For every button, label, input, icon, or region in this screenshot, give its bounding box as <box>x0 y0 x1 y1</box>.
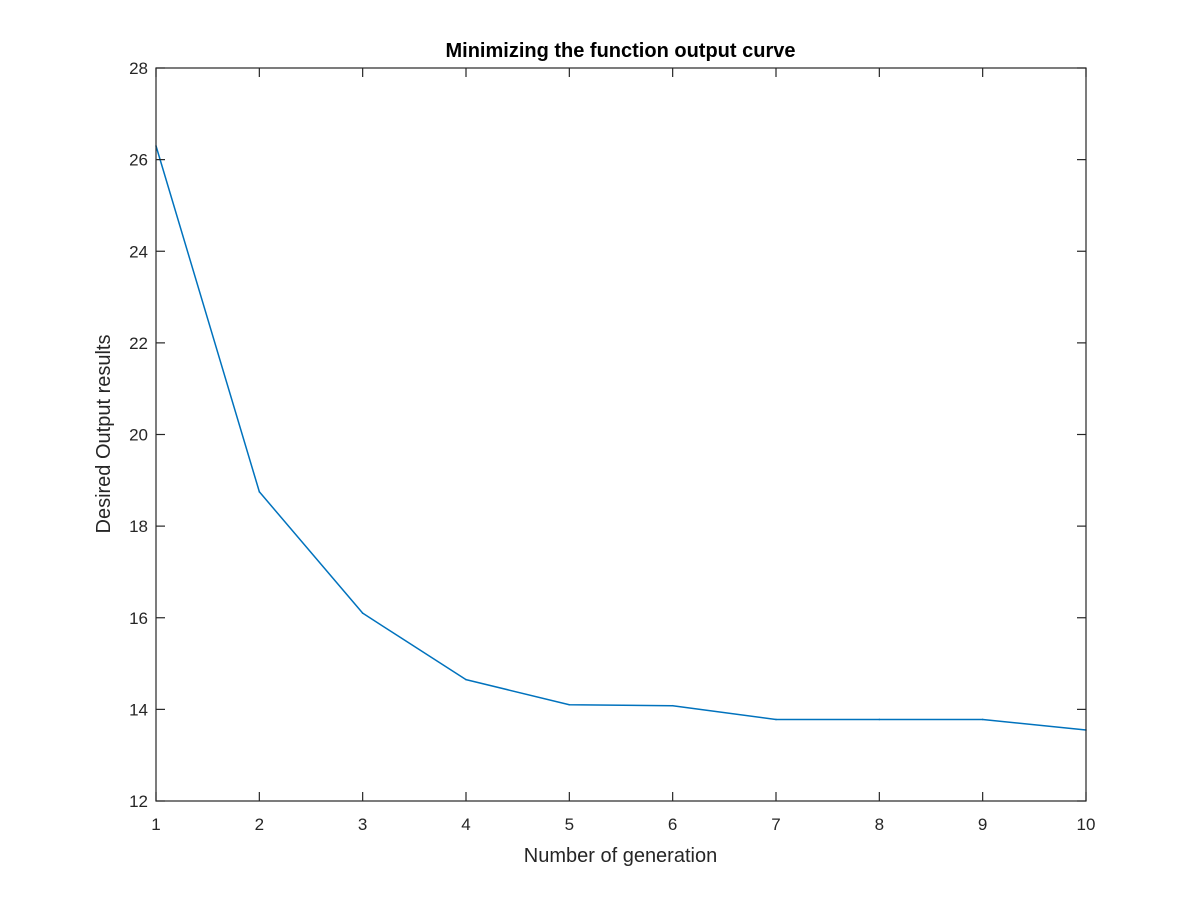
y-tick-label: 22 <box>129 334 148 353</box>
data-point <box>361 612 364 614</box>
plot-area <box>156 68 1086 801</box>
y-tick-label: 14 <box>129 700 148 719</box>
y-tick-label: 20 <box>129 426 148 445</box>
x-tick-label: 9 <box>978 815 987 834</box>
y-tick-label: 26 <box>129 151 148 170</box>
data-point <box>878 718 881 721</box>
y-tick-label: 16 <box>129 609 148 628</box>
x-tick-label: 7 <box>771 815 780 834</box>
y-tick-label: 12 <box>129 792 148 811</box>
x-tick-label: 8 <box>875 815 884 834</box>
x-tick-label: 5 <box>565 815 574 834</box>
data-point <box>258 490 261 493</box>
x-tick-label: 2 <box>255 815 264 834</box>
y-tick-label: 18 <box>129 517 148 536</box>
data-point <box>465 678 467 681</box>
data-point <box>981 718 984 721</box>
x-tick-label: 6 <box>668 815 677 834</box>
data-point <box>775 718 777 721</box>
x-tick-label: 1 <box>151 815 160 834</box>
x-tick-label: 3 <box>358 815 367 834</box>
x-tick-label: 10 <box>1077 815 1096 834</box>
x-axis-label: Number of generation <box>524 845 717 867</box>
y-tick-label: 28 <box>129 59 148 78</box>
chart-title: Minimizing the function output curve <box>446 40 796 62</box>
data-point <box>568 703 571 706</box>
x-tick-label: 4 <box>461 815 470 834</box>
series-line <box>155 145 1087 731</box>
y-tick-label: 24 <box>129 242 148 261</box>
data-point <box>671 704 674 707</box>
axes-box <box>155 67 1087 802</box>
y-axis-label: Desired Output results <box>93 335 115 534</box>
